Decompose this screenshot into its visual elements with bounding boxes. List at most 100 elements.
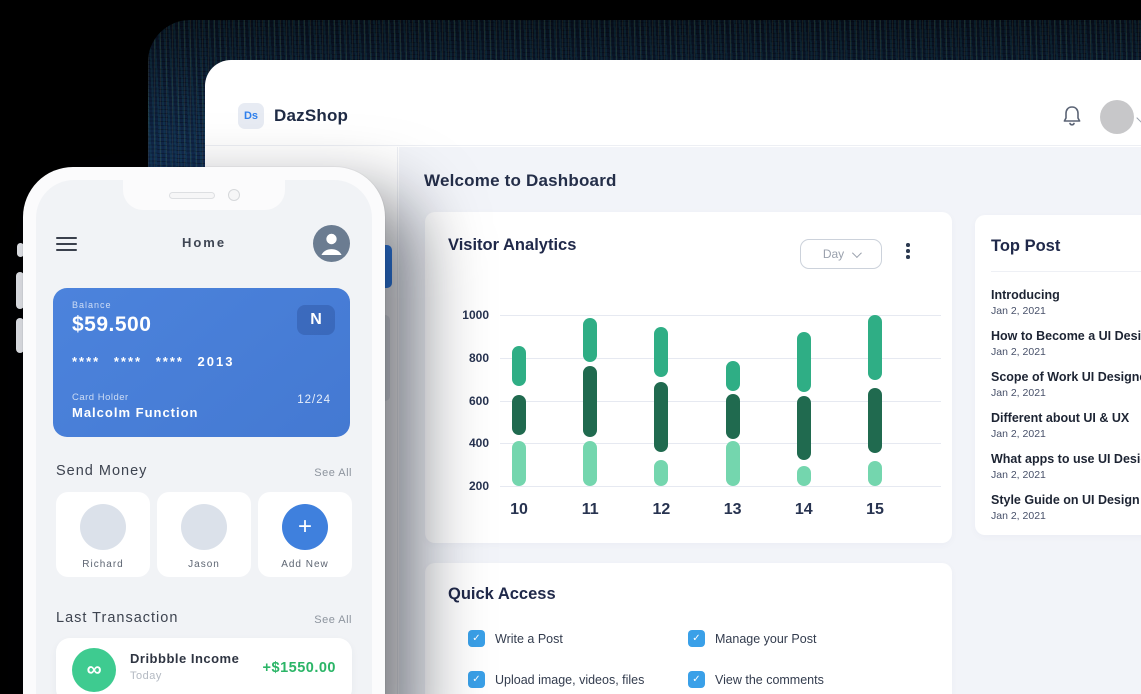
list-item[interactable]: Different about UI & UX Jan 2, 2021 xyxy=(991,411,1141,441)
chart-capsule-top-segment xyxy=(512,345,526,386)
transaction-time: Today xyxy=(130,670,162,682)
contact-avatar xyxy=(80,504,126,550)
top-post-card: Top Post Introducing Jan 2, 2021 How to … xyxy=(975,215,1141,535)
app-logo[interactable]: Ds xyxy=(238,103,264,129)
chart-y-labels: 200 400 600 800 1000 xyxy=(425,308,489,493)
post-date: Jan 2, 2021 xyxy=(991,387,1046,399)
post-title[interactable]: Introducing xyxy=(991,288,1060,302)
chart-x-labels: 10 11 12 13 14 15 xyxy=(500,499,941,523)
chart-capsule-middle-segment xyxy=(654,382,669,452)
post-title[interactable]: What apps to use UI Design xyxy=(991,452,1141,466)
post-title[interactable]: Scope of Work UI Designer xyxy=(991,370,1141,384)
checkbox-label: View the comments xyxy=(715,672,824,687)
phone-screen: Home Balance $59.500 **** **** **** 2013… xyxy=(36,180,372,694)
list-item[interactable]: What apps to use UI Design Jan 2, 2021 xyxy=(991,452,1141,482)
chart-capsule-middle-segment xyxy=(512,395,526,435)
contact-card[interactable]: Jason xyxy=(157,492,251,577)
more-options-icon[interactable] xyxy=(906,243,910,259)
send-money-contacts: Richard Jason + Add New xyxy=(56,492,352,577)
chart-capsule-bottom-segment xyxy=(796,465,811,486)
balance-label: Balance xyxy=(72,300,112,310)
chart-capsule-bottom-segment xyxy=(654,460,669,486)
checkbox-checked[interactable]: ✓ xyxy=(468,630,485,647)
post-title[interactable]: How to Become a UI Designer xyxy=(991,329,1141,343)
post-title[interactable]: Different about UI & UX xyxy=(991,411,1130,425)
card-number: **** **** **** 2013 xyxy=(72,354,235,369)
x-axis-tick-label: 13 xyxy=(723,501,742,518)
y-axis-tick-label: 1000 xyxy=(462,308,489,322)
checkbox-label: Write a Post xyxy=(495,631,563,646)
checkbox-checked[interactable]: ✓ xyxy=(688,671,705,688)
post-date: Jan 2, 2021 xyxy=(991,510,1046,522)
dribbble-icon: ∞ xyxy=(72,648,116,692)
quick-access-item: ✓ View the comments xyxy=(688,671,952,688)
card-expiry: 12/24 xyxy=(297,394,331,406)
card-holder-name: Malcolm Function xyxy=(72,405,199,420)
checkbox-label: Manage your Post xyxy=(715,631,817,646)
card-holder-label: Card Holder xyxy=(72,392,129,403)
chevron-down-icon[interactable] xyxy=(1136,112,1141,124)
phone-volume-up-button xyxy=(16,272,24,309)
user-avatar[interactable] xyxy=(1100,100,1134,134)
menu-icon[interactable] xyxy=(56,237,77,255)
add-new-contact-card[interactable]: + Add New xyxy=(258,492,352,577)
post-date: Jan 2, 2021 xyxy=(991,305,1046,317)
x-axis-tick-label: 15 xyxy=(866,501,884,518)
chart-capsule-top-segment xyxy=(583,318,598,363)
last-transaction-see-all-link[interactable]: See All xyxy=(314,614,352,626)
chart-capsule-bottom-segment xyxy=(512,441,526,486)
top-post-title: Top Post xyxy=(991,237,1061,255)
plus-icon[interactable]: + xyxy=(282,504,328,550)
phone-notch xyxy=(123,180,285,210)
page-title: Welcome to Dashboard xyxy=(424,171,617,190)
list-item[interactable]: Scope of Work UI Designer Jan 2, 2021 xyxy=(991,370,1141,400)
chart-plot xyxy=(500,315,941,487)
app-title: DazShop xyxy=(274,106,349,125)
gridline xyxy=(500,400,941,402)
profile-avatar-icon[interactable] xyxy=(313,225,350,262)
phone-mockup: Home Balance $59.500 **** **** **** 2013… xyxy=(23,167,385,694)
divider xyxy=(991,271,1141,272)
chart-capsule-middle-segment xyxy=(725,394,740,439)
speaker-icon xyxy=(168,191,215,199)
chart-capsule-top-segment xyxy=(868,315,882,381)
checkbox-checked[interactable]: ✓ xyxy=(688,630,705,647)
y-axis-tick-label: 400 xyxy=(468,436,489,451)
transaction-amount: +$1550.00 xyxy=(262,660,336,676)
list-item[interactable]: Introducing Jan 2, 2021 xyxy=(991,288,1141,318)
dashboard-header: Ds DazShop xyxy=(205,60,1141,146)
gridline xyxy=(500,486,941,487)
quick-access-title: Quick Access xyxy=(448,585,556,603)
quick-access-grid: ✓ Write a Post ✓ Manage your Post ✓ Uplo… xyxy=(468,630,952,688)
chart-capsule-top-segment xyxy=(654,326,669,377)
phone-volume-down-button xyxy=(16,318,24,353)
x-axis-tick-label: 12 xyxy=(652,501,671,518)
post-title[interactable]: Style Guide on UI Design xyxy=(991,493,1140,507)
balance-card[interactable]: Balance $59.500 **** **** **** 2013 Card… xyxy=(53,288,350,437)
chart-capsule-bottom-segment xyxy=(868,461,882,486)
gridline xyxy=(500,443,941,445)
y-axis-tick-label: 800 xyxy=(468,350,489,365)
list-item[interactable]: How to Become a UI Designer Jan 2, 2021 xyxy=(991,329,1141,359)
transaction-name: Dribbble Income xyxy=(130,651,240,666)
gridline xyxy=(500,357,941,359)
contact-card[interactable]: Richard xyxy=(56,492,150,577)
visitor-analytics-title: Visitor Analytics xyxy=(448,236,577,254)
send-money-see-all-link[interactable]: See All xyxy=(314,467,352,479)
checkbox-label: Upload image, videos, files xyxy=(495,672,645,687)
list-item[interactable]: Style Guide on UI Design Jan 2, 2021 xyxy=(991,493,1141,523)
range-selector-dropdown[interactable]: Day xyxy=(800,239,882,269)
y-axis-tick-label: 600 xyxy=(468,393,489,408)
contact-name: Add New xyxy=(281,559,329,570)
transaction-item[interactable]: ∞ Dribbble Income Today +$1550.00 xyxy=(56,638,352,694)
post-date: Jan 2, 2021 xyxy=(991,469,1046,481)
checkbox-checked[interactable]: ✓ xyxy=(468,671,485,688)
chart-capsule-bottom-segment xyxy=(583,441,598,486)
y-axis-tick-label: 200 xyxy=(468,479,489,493)
notification-bell-icon[interactable] xyxy=(1061,104,1083,128)
phone-mute-switch xyxy=(17,243,24,257)
top-post-list: Introducing Jan 2, 2021 How to Become a … xyxy=(991,288,1141,523)
contact-name: Richard xyxy=(82,559,124,570)
visitor-analytics-card: Visitor Analytics Day 200 400 600 800 1000 1… xyxy=(425,212,952,543)
